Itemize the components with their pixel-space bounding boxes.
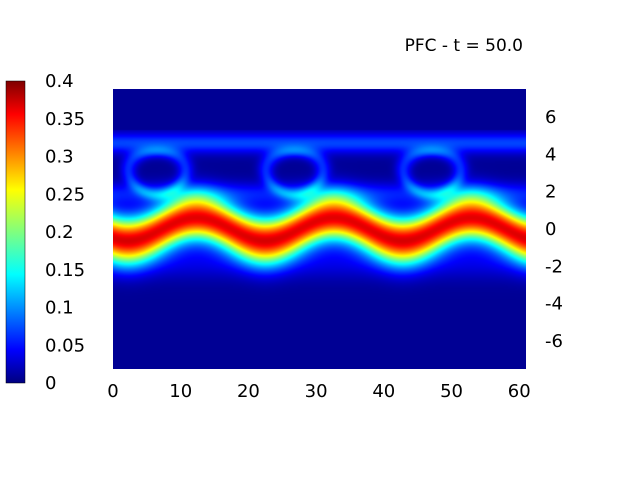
y-axis-ticks: -6 -4 -2 0 2 4 6 (545, 107, 563, 352)
x-axis-ticks: 0 10 20 30 40 50 60 (107, 381, 530, 402)
colorbar-ticks: 0 0.05 0.1 0.15 0.2 0.25 0.3 0.35 0.4 (45, 71, 85, 394)
y-tick-label: -2 (545, 256, 563, 277)
x-tick-label: 40 (372, 381, 395, 402)
colorbar-tick-label: 0.1 (45, 298, 74, 319)
colorbar-tick-label: 0.4 (45, 71, 74, 92)
x-tick-label: 60 (508, 381, 531, 402)
y-tick-label: 4 (545, 144, 556, 165)
y-tick-label: 0 (545, 219, 556, 240)
x-tick-label: 10 (169, 381, 192, 402)
colorbar (5, 80, 26, 384)
y-tick-label: 2 (545, 182, 556, 203)
colorbar-tick-label: 0 (45, 373, 56, 394)
y-tick-label: -4 (545, 294, 563, 315)
colorbar-tick-label: 0.15 (45, 260, 85, 281)
x-tick-label: 30 (305, 381, 328, 402)
colorbar-tick-label: 0.2 (45, 222, 74, 243)
x-tick-label: 20 (237, 381, 260, 402)
y-tick-label: 6 (545, 107, 556, 128)
colorbar-tick-label: 0.25 (45, 184, 85, 205)
colorbar-tick-label: 0.35 (45, 109, 85, 130)
x-tick-label: 0 (107, 381, 118, 402)
y-tick-label: -6 (545, 331, 563, 352)
heatmap-area (113, 89, 526, 369)
colorbar-tick-label: 0.05 (45, 335, 85, 356)
x-tick-label: 50 (440, 381, 463, 402)
chart-title: PFC - t = 50.0 (405, 36, 523, 56)
colorbar-tick-label: 0.3 (45, 147, 74, 168)
